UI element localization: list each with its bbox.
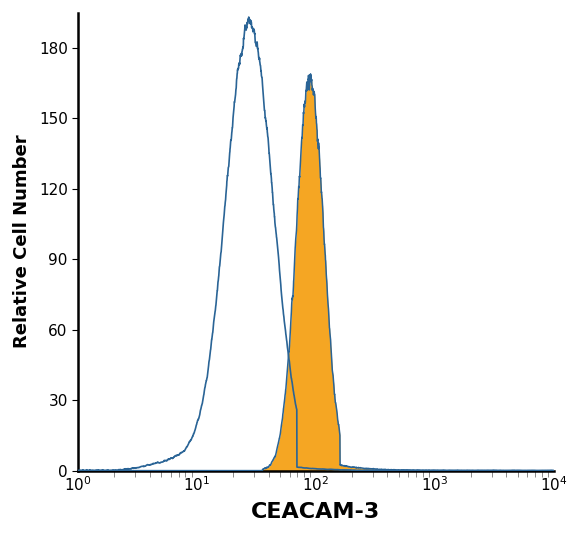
Y-axis label: Relative Cell Number: Relative Cell Number: [13, 135, 31, 348]
X-axis label: CEACAM-3: CEACAM-3: [251, 502, 380, 523]
